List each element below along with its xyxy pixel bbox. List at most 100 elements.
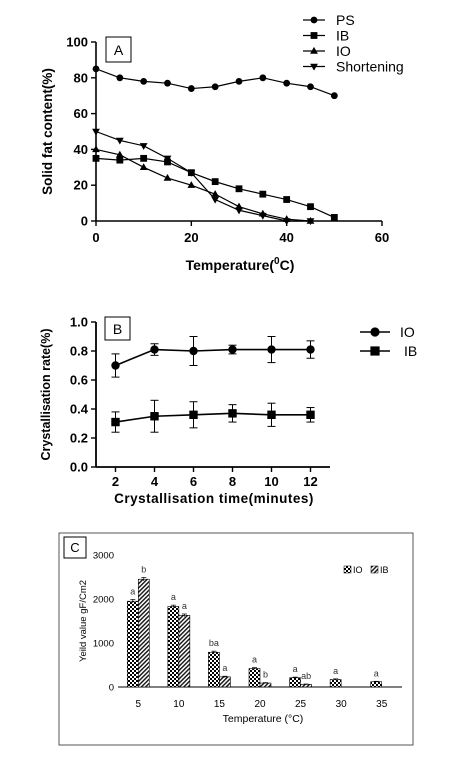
data-point bbox=[92, 145, 100, 153]
legend-marker bbox=[310, 16, 318, 24]
legend-marker bbox=[310, 63, 318, 71]
data-point bbox=[116, 74, 124, 82]
series-ib bbox=[92, 154, 338, 221]
panel-label: B bbox=[113, 321, 122, 337]
bar-io bbox=[208, 651, 220, 688]
data-point bbox=[189, 410, 198, 419]
legend-label: Shortening bbox=[336, 59, 404, 75]
significance-letter: a bbox=[252, 655, 257, 665]
data-point bbox=[189, 346, 198, 356]
data-point bbox=[163, 155, 172, 163]
x-tick-label: 6 bbox=[190, 474, 197, 489]
legend-label: IB bbox=[404, 343, 417, 359]
y-tick-label: 40 bbox=[74, 142, 88, 157]
data-point bbox=[211, 178, 219, 186]
bar-io bbox=[248, 668, 261, 688]
x-tick-label: 10 bbox=[173, 699, 185, 710]
data-point bbox=[187, 169, 196, 177]
bar-ib bbox=[259, 682, 272, 688]
significance-letter: a bbox=[130, 586, 135, 596]
x-tick-label: 60 bbox=[375, 230, 389, 245]
data-point bbox=[111, 417, 120, 427]
x-tick-label: 20 bbox=[184, 230, 198, 245]
y-tick-label: 60 bbox=[74, 106, 88, 121]
legend-label: IO bbox=[336, 43, 351, 59]
data-point bbox=[267, 410, 276, 419]
data-point bbox=[306, 218, 315, 226]
panel-label-box bbox=[104, 316, 131, 341]
x-tick-label: 10 bbox=[264, 474, 278, 489]
significance-letter: a bbox=[222, 663, 227, 673]
legend-marker bbox=[310, 46, 318, 54]
data-point bbox=[267, 345, 276, 354]
series-shortening bbox=[92, 128, 315, 226]
y-tick-label: 0 bbox=[81, 214, 88, 229]
data-point bbox=[140, 154, 148, 162]
y-axis-title: Crystallisation rate(%) bbox=[39, 329, 53, 461]
data-point bbox=[150, 345, 159, 354]
bar-io bbox=[329, 679, 342, 688]
y-tick-label: 3000 bbox=[93, 551, 114, 562]
series-line-shortening bbox=[95, 130, 311, 222]
data-point bbox=[259, 74, 267, 82]
data-point bbox=[330, 92, 338, 100]
bar-io bbox=[167, 606, 180, 688]
data-point bbox=[258, 212, 267, 220]
x-tick-label: 8 bbox=[229, 474, 236, 489]
data-point bbox=[163, 173, 172, 181]
y-tick-label: 0.2 bbox=[70, 431, 88, 446]
data-point bbox=[116, 156, 124, 164]
legend-label: IB bbox=[336, 28, 349, 44]
data-point bbox=[211, 83, 219, 91]
y-tick-label: 100 bbox=[66, 35, 88, 50]
x-tick-label: 2 bbox=[112, 474, 119, 489]
bar-io bbox=[370, 681, 383, 688]
data-point bbox=[211, 190, 220, 197]
data-point bbox=[283, 196, 291, 203]
x-tick-label: 15 bbox=[214, 699, 226, 710]
data-point bbox=[187, 181, 196, 188]
y-tick-label: 0.0 bbox=[70, 460, 88, 475]
bar-ib bbox=[300, 684, 312, 688]
data-point bbox=[306, 410, 315, 419]
x-tick-label: 0 bbox=[92, 230, 99, 245]
data-point bbox=[330, 214, 338, 221]
series-line-ps bbox=[95, 68, 335, 97]
data-point bbox=[92, 154, 100, 162]
x-tick-label: 25 bbox=[295, 699, 307, 710]
data-point bbox=[139, 163, 148, 171]
legend-swatch bbox=[370, 565, 379, 574]
legend-label: IB bbox=[380, 565, 389, 575]
x-tick-label: 4 bbox=[151, 474, 159, 489]
y-tick-label: 0 bbox=[109, 683, 114, 694]
data-point bbox=[150, 412, 159, 421]
series-line-ib bbox=[95, 157, 335, 218]
data-point bbox=[259, 190, 267, 198]
y-tick-label: 0.4 bbox=[70, 402, 89, 417]
significance-letter: a bbox=[293, 664, 298, 674]
data-point bbox=[111, 361, 120, 370]
series-io bbox=[111, 336, 315, 378]
series-line-io bbox=[95, 148, 311, 222]
data-point bbox=[187, 85, 195, 92]
bar-io bbox=[289, 677, 301, 688]
data-point bbox=[228, 345, 237, 354]
data-point bbox=[164, 79, 171, 87]
legend-marker bbox=[370, 327, 380, 337]
panel-label-box bbox=[105, 36, 132, 63]
bar-io bbox=[126, 600, 139, 688]
panel-c-frame bbox=[58, 532, 414, 746]
series-io bbox=[92, 145, 315, 224]
legend-label: PS bbox=[336, 12, 355, 28]
data-point bbox=[140, 77, 148, 85]
data-point bbox=[235, 77, 243, 85]
significance-letter: a bbox=[182, 601, 187, 611]
data-point bbox=[282, 218, 291, 226]
y-tick-label: 0.8 bbox=[70, 344, 88, 359]
significance-letter: b bbox=[263, 670, 268, 680]
data-point bbox=[307, 203, 314, 211]
significance-letter: ba bbox=[209, 638, 219, 648]
y-tick-label: 0.6 bbox=[70, 373, 88, 388]
significance-letter: a bbox=[171, 592, 176, 602]
panel-a-chart: 0 20 40 60 80 100 0 20 40 60 Solid fat content(%) T… bbox=[40, 12, 404, 273]
